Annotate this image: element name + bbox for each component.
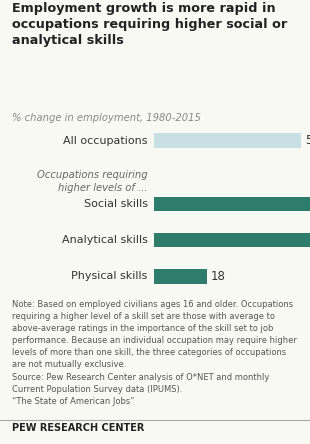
Text: 18: 18 (211, 270, 226, 283)
Text: All occupations: All occupations (63, 135, 148, 146)
Text: Note: Based on employed civilians ages 16 and older. Occupations
requiring a hig: Note: Based on employed civilians ages 1… (12, 300, 297, 406)
Text: PEW RESEARCH CENTER: PEW RESEARCH CENTER (12, 423, 145, 433)
Bar (153, 197, 310, 211)
Text: Occupations requiring
higher levels of ...: Occupations requiring higher levels of .… (37, 170, 148, 193)
Bar (153, 133, 301, 148)
Text: 50%: 50% (306, 134, 310, 147)
Text: Employment growth is more rapid in
occupations requiring higher social or
analyt: Employment growth is more rapid in occup… (12, 2, 288, 47)
Bar (153, 269, 207, 284)
Text: Social skills: Social skills (84, 199, 148, 209)
Text: Physical skills: Physical skills (71, 271, 148, 281)
Text: Analytical skills: Analytical skills (62, 235, 148, 245)
Bar (153, 233, 310, 247)
Text: % change in employment, 1980-2015: % change in employment, 1980-2015 (12, 113, 201, 123)
